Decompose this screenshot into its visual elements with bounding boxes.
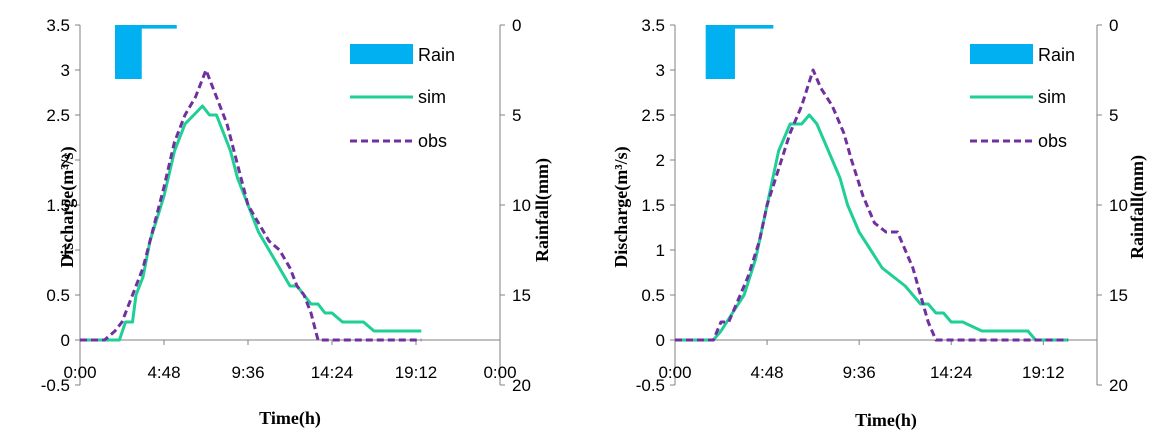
y-tick-label: 2 (61, 151, 70, 170)
rain-bar (753, 25, 764, 29)
y2-tick-label: 20 (1109, 376, 1128, 395)
y-tick-label: 3.5 (641, 16, 665, 35)
y-axis-title: Discharge(m³/s) (57, 146, 78, 267)
y-tick-label: 3 (656, 61, 665, 80)
legend-sim-label: sim (1038, 87, 1066, 107)
y2-tick-label: 10 (1109, 196, 1128, 215)
y-tick-label: 1.5 (641, 196, 665, 215)
y-tick-label: 3 (61, 61, 70, 80)
chart-2: -0.5 0 0.5 1 1.5 2 2.5 3 3.5 0 5 10 15 20 0:00 4:48 9:36… (611, 16, 1148, 430)
rain-bar (724, 25, 735, 79)
rain-bar (167, 25, 177, 29)
y-tick-label: 0.5 (46, 286, 70, 305)
rain-bar (115, 25, 125, 79)
y2-tick-label: 0 (512, 16, 521, 35)
x-axis-title: Time(h) (855, 410, 917, 430)
rain-bar (158, 25, 168, 29)
y2-tick-label: 15 (512, 286, 531, 305)
x-tick-label: 14:24 (311, 363, 354, 382)
rain-bar (715, 25, 726, 79)
rain-bar (763, 25, 774, 29)
y2-axis-title: Rainfall(mm) (532, 158, 553, 262)
x-tick-label: 19:12 (1022, 363, 1065, 382)
y2-tick-label: 5 (512, 106, 521, 125)
y-tick-label: 0 (656, 331, 665, 350)
y-tick-label: 3.5 (46, 16, 70, 35)
legend-obs-label: obs (418, 131, 447, 151)
legend: Rain sim obs (970, 44, 1075, 151)
rain-bar (734, 25, 745, 29)
obs-series-line (675, 68, 1069, 342)
x-tick-label: 0:00 (658, 363, 691, 382)
x-axis-title: Time(h) (259, 408, 321, 429)
y-tick-label: 1 (656, 241, 665, 260)
y-tick-label: 0.5 (641, 286, 665, 305)
y2-axis-title: Rainfall(mm) (1127, 155, 1148, 259)
y2-tick-label: 10 (512, 196, 531, 215)
rain-bar (150, 25, 160, 29)
x-tick-label: 4:48 (147, 363, 180, 382)
y-tick-label: -0.5 (636, 376, 665, 395)
rain-bar (123, 25, 133, 79)
rain-bar (744, 25, 755, 29)
y-tick-label: 2.5 (46, 106, 70, 125)
legend-rain-swatch (350, 44, 413, 64)
legend-rain-label: Rain (1038, 45, 1075, 65)
y2-tick-label: 5 (1109, 106, 1118, 125)
y-tick-label: -0.5 (41, 376, 70, 395)
x-tick-label: 4:48 (751, 363, 784, 382)
x-tick-label: 9:36 (843, 363, 876, 382)
y2-tick-label: 0 (1109, 16, 1118, 35)
sim-series-line (80, 104, 422, 342)
obs-series-line (80, 68, 422, 342)
x-tick-label: 0:00 (63, 363, 96, 382)
y2-tick-label: 20 (512, 376, 531, 395)
legend-rain-label: Rain (418, 45, 455, 65)
x-tick-label: 14:24 (930, 363, 973, 382)
legend-sim-label: sim (418, 87, 446, 107)
y2-tick-label: 15 (1109, 286, 1128, 305)
y-tick-label: 1.5 (46, 196, 70, 215)
y-tick-label: 1 (61, 241, 70, 260)
y-tick-label: 2 (656, 151, 665, 170)
legend-rain-swatch (970, 44, 1033, 64)
x-tick-label: 19:12 (395, 363, 438, 382)
x-tick-label: 0:00 (483, 363, 516, 382)
y-tick-label: 0 (61, 331, 70, 350)
y-tick-label: 2.5 (641, 106, 665, 125)
sim-series-line (675, 113, 1069, 342)
legend-obs-label: obs (1038, 131, 1067, 151)
rain-bar (132, 25, 142, 79)
rain-bar (141, 25, 151, 29)
x-tick-label: 9:36 (231, 363, 264, 382)
legend: Rain sim obs (350, 44, 455, 151)
rain-bar (705, 25, 716, 79)
y-axis-title: Discharge(m³/s) (611, 146, 632, 267)
